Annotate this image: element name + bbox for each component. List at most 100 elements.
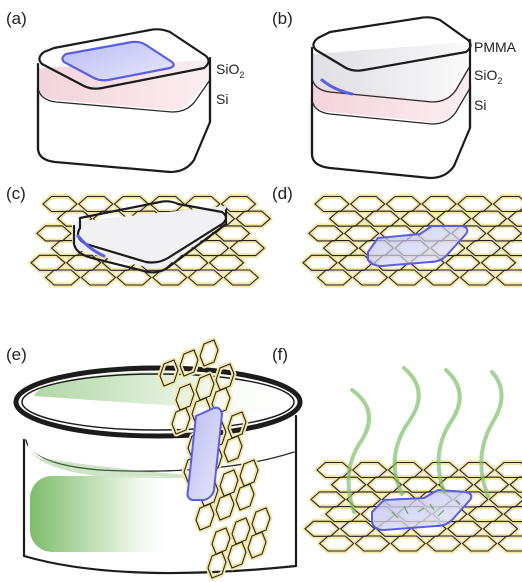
hex-cell [30, 254, 66, 271]
hex-cell [495, 269, 522, 286]
hex-cell [425, 535, 462, 552]
hex-cell [488, 491, 522, 508]
hex-cell [77, 195, 114, 213]
panel-f-flake [371, 488, 473, 532]
panel-e-flake [186, 406, 224, 501]
hex-cell-glow [388, 533, 428, 554]
hex-cell [465, 240, 502, 257]
hex-cell [446, 520, 483, 537]
hex-cell [423, 461, 459, 479]
hex-cell [343, 225, 380, 242]
hex-cell [444, 254, 481, 271]
hex-cell [308, 225, 344, 242]
hex-cell-glow [424, 533, 464, 554]
panel-f-label: (f) [272, 345, 288, 364]
hex-cell-glow [185, 267, 225, 288]
hex-cell [247, 531, 267, 559]
hex-cell [349, 195, 386, 213]
hex-cell [501, 240, 522, 257]
hex-cell [314, 195, 350, 213]
hex-cell [351, 461, 388, 479]
hex-cell [229, 240, 266, 257]
hex-cell [324, 506, 361, 523]
hex-cell [497, 535, 522, 552]
hex-cell [461, 535, 498, 552]
hex-cell [302, 254, 338, 271]
hex-cell [172, 254, 209, 271]
hex-cell [366, 476, 403, 493]
hex-cell-glow [422, 267, 462, 288]
hex-cell [116, 269, 152, 286]
hex-cell [330, 476, 367, 493]
panel-a-label: (a) [6, 9, 27, 28]
hex-cell [235, 483, 255, 511]
hex-cell [390, 535, 426, 552]
hex-cell [494, 461, 522, 479]
hex-cell-glow [493, 267, 522, 288]
hex-cell-glow [457, 267, 497, 288]
hex-cell [322, 240, 359, 257]
hex-cell [235, 210, 272, 227]
label-pmma: PMMA [474, 39, 517, 55]
panel-e-label: (e) [6, 345, 27, 364]
hex-cell [480, 254, 517, 271]
hex-cell [400, 210, 436, 227]
hex-cell [459, 269, 496, 286]
hex-cell [199, 339, 219, 367]
hex-cell [56, 210, 93, 227]
hex-cell-glow [386, 267, 426, 288]
hex-cell [471, 210, 508, 227]
hex-cell [171, 407, 191, 435]
hex-cell [318, 535, 355, 552]
hex-cell-glow [317, 533, 357, 554]
hex-cell [507, 210, 522, 227]
hex-cell [215, 493, 235, 521]
hex-cell [503, 506, 522, 523]
hex-cell [467, 506, 504, 523]
hex-cell [310, 491, 346, 508]
hex-cell [345, 491, 382, 508]
label-sio2-a: SiO2 [216, 61, 244, 80]
hex-cell-glow [315, 267, 355, 288]
hex-cell [159, 359, 179, 387]
hex-cell [220, 195, 257, 213]
hex-cell [223, 435, 243, 463]
hex-cell [402, 476, 438, 493]
hex-cell [80, 269, 117, 286]
hex-cell [187, 269, 224, 286]
hex-cell-glow [495, 533, 522, 554]
hex-cell [458, 461, 495, 479]
hex-cell-glow [221, 267, 261, 288]
panel-d-flake [367, 225, 469, 268]
label-si-a: Si [216, 91, 228, 107]
hex-cell [509, 476, 522, 493]
panel-f-wisps [346, 366, 504, 514]
hex-cell [223, 269, 260, 286]
hex-cell [492, 195, 522, 213]
hex-cell [339, 520, 376, 537]
hex-cell [304, 520, 340, 537]
hex-cell [364, 210, 401, 227]
hex-cell [65, 254, 102, 271]
hex-cell [316, 269, 353, 286]
hex-cell-glow [352, 533, 392, 554]
hex-cell-glow [350, 267, 390, 288]
hex-cell [227, 541, 247, 569]
panel-d-label: (d) [272, 184, 293, 203]
hex-cell [195, 503, 215, 531]
panel-c-label: (c) [6, 184, 26, 203]
panel-c-film [72, 200, 228, 274]
label-sio2-b: SiO2 [474, 67, 502, 86]
panel-d-honeycomb [300, 194, 522, 288]
hex-cell-glow [459, 533, 499, 554]
hex-cell [179, 349, 199, 377]
hex-cell [352, 269, 389, 286]
hex-cell [42, 195, 78, 213]
hex-cell [36, 225, 72, 242]
hex-cell [207, 551, 227, 579]
panel-b-labels: PMMA SiO2 Si [474, 39, 517, 113]
hex-cell [423, 269, 460, 286]
hex-cell [421, 195, 457, 213]
panel-b-label: (b) [272, 9, 293, 28]
